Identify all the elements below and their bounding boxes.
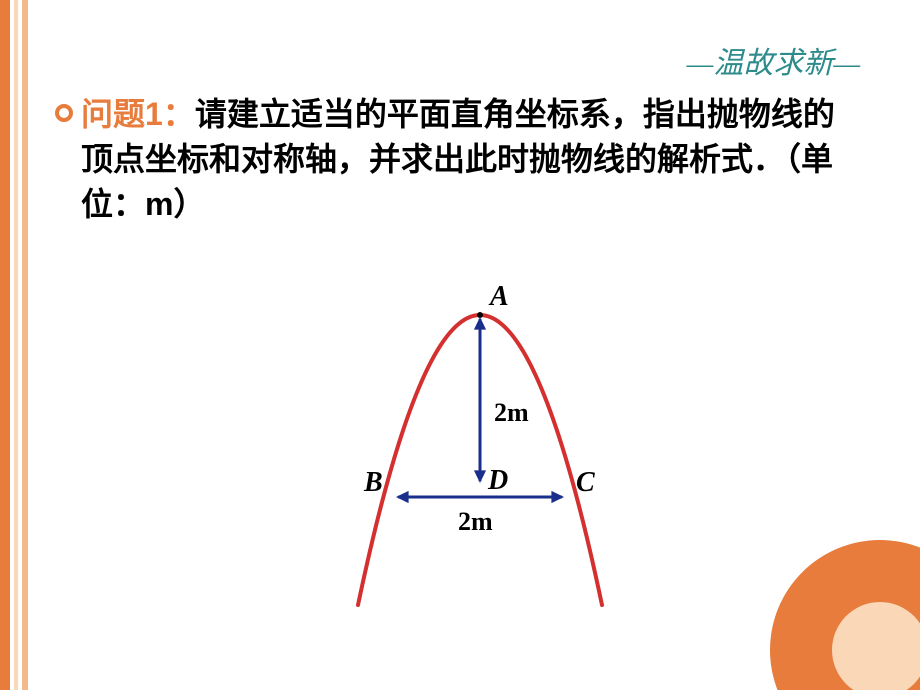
slide-header: —温故求新— xyxy=(687,38,860,82)
content-area: 问题1：请建立适当的平面直角坐标系，指出抛物线的顶点坐标和对称轴，并求出此时抛物… xyxy=(55,92,865,226)
question-text: 问题1：请建立适当的平面直角坐标系，指出抛物线的顶点坐标和对称轴，并求出此时抛物… xyxy=(81,92,865,226)
corner-decoration xyxy=(770,540,920,690)
stripe-segment xyxy=(22,0,28,690)
vertical-dimension-label: 2m xyxy=(494,398,529,428)
question-label: 问题1： xyxy=(81,96,195,132)
diagram-svg xyxy=(300,275,660,645)
parabola-diagram: A B C D 2m 2m xyxy=(300,275,660,645)
corner-decoration-inner xyxy=(832,602,920,690)
point-label-C: C xyxy=(576,467,595,499)
left-decorative-stripe xyxy=(0,0,28,690)
point-label-D: D xyxy=(488,465,508,497)
stripe-segment xyxy=(0,0,10,690)
horizontal-dimension-label: 2m xyxy=(458,507,493,537)
question-block: 问题1：请建立适当的平面直角坐标系，指出抛物线的顶点坐标和对称轴，并求出此时抛物… xyxy=(55,92,865,226)
point-label-B: B xyxy=(364,467,383,499)
point-label-A: A xyxy=(490,281,509,313)
bullet-icon xyxy=(55,104,73,122)
question-body: 请建立适当的平面直角坐标系，指出抛物线的顶点坐标和对称轴，并求出此时抛物线的解析… xyxy=(81,96,835,222)
